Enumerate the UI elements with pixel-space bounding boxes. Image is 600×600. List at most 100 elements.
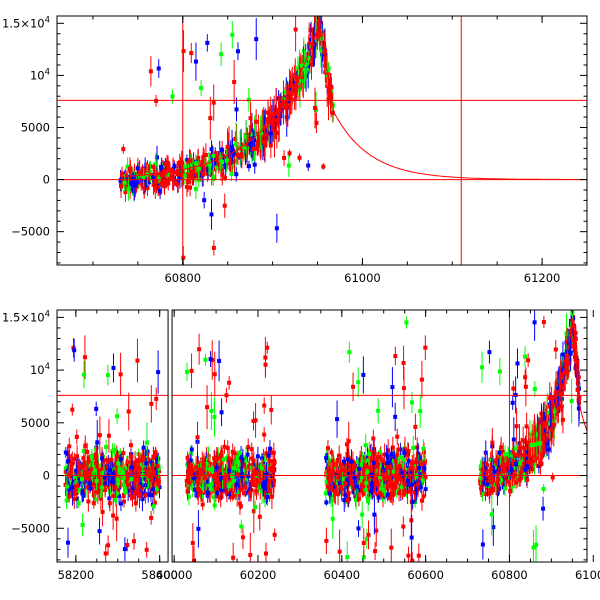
data-point xyxy=(209,147,214,152)
data-point xyxy=(346,491,351,496)
data-point xyxy=(267,113,272,118)
data-point xyxy=(389,480,394,485)
data-point xyxy=(208,490,213,495)
data-point xyxy=(91,465,96,470)
data-point xyxy=(128,169,133,174)
data-point xyxy=(398,447,403,452)
data-point xyxy=(140,170,145,175)
y-tick-label: 5000 xyxy=(21,120,50,134)
data-point xyxy=(317,31,322,36)
data-point xyxy=(244,134,249,139)
data-point xyxy=(206,479,211,484)
data-point xyxy=(231,479,236,484)
data-point xyxy=(240,535,245,540)
data-point xyxy=(362,463,367,468)
data-point xyxy=(362,478,367,483)
data-point xyxy=(77,465,82,470)
data-point xyxy=(239,453,244,458)
data-point xyxy=(408,489,413,494)
data-point xyxy=(410,499,415,504)
data-point xyxy=(91,501,96,506)
data-point xyxy=(80,477,85,482)
data-point xyxy=(75,483,80,488)
data-point xyxy=(323,491,328,496)
data-point xyxy=(339,484,344,489)
data-point xyxy=(367,480,372,485)
data-point xyxy=(153,184,158,189)
data-point xyxy=(114,469,119,474)
data-point xyxy=(144,547,149,552)
data-point xyxy=(125,460,130,465)
data-point xyxy=(222,444,227,449)
data-point xyxy=(421,494,426,499)
data-point xyxy=(77,478,82,483)
data-point xyxy=(321,164,326,169)
data-point xyxy=(328,495,333,500)
data-point xyxy=(88,486,93,491)
data-point xyxy=(200,457,205,462)
data-point xyxy=(208,116,213,121)
data-point xyxy=(233,137,238,142)
data-point xyxy=(170,94,175,99)
data-point xyxy=(480,365,485,370)
data-point xyxy=(417,471,422,476)
data-point xyxy=(213,161,218,166)
data-point xyxy=(111,493,116,498)
data-point xyxy=(92,468,97,473)
data-point xyxy=(186,477,191,482)
data-point xyxy=(130,495,135,500)
data-point xyxy=(219,468,224,473)
data-point xyxy=(401,386,406,391)
data-point xyxy=(283,105,288,110)
data-point xyxy=(135,180,140,185)
top-plot-area xyxy=(57,16,587,265)
data-point xyxy=(414,460,419,465)
data-point xyxy=(406,459,411,464)
data-point xyxy=(393,459,398,464)
data-point xyxy=(341,467,346,472)
data-point xyxy=(245,452,250,457)
data-point xyxy=(208,357,213,362)
data-point xyxy=(253,483,258,488)
data-point xyxy=(76,488,81,493)
data-point xyxy=(225,446,230,451)
data-point xyxy=(420,478,425,483)
data-point xyxy=(385,492,390,497)
data-point xyxy=(327,85,332,90)
data-point xyxy=(246,465,251,470)
data-point xyxy=(384,452,389,457)
data-point xyxy=(222,481,227,486)
data-point xyxy=(122,547,127,552)
data-point xyxy=(230,147,235,152)
data-point xyxy=(128,474,133,479)
data-point xyxy=(118,457,123,462)
data-point xyxy=(396,447,401,452)
data-point xyxy=(84,469,89,474)
data-point xyxy=(188,468,193,473)
data-point xyxy=(381,467,386,472)
data-point xyxy=(213,486,218,491)
data-point xyxy=(271,118,276,123)
data-point xyxy=(374,528,379,533)
data-point xyxy=(236,462,241,467)
data-point xyxy=(395,434,400,439)
data-point xyxy=(121,451,126,456)
data-point xyxy=(143,493,148,498)
data-point xyxy=(226,460,231,465)
data-point xyxy=(343,481,348,486)
data-point xyxy=(212,372,217,377)
data-point xyxy=(275,118,280,123)
data-point xyxy=(196,486,201,491)
data-point xyxy=(123,478,128,483)
data-point xyxy=(66,459,71,464)
data-point xyxy=(121,475,126,480)
data-point xyxy=(354,497,359,502)
data-point xyxy=(345,469,350,474)
data-point xyxy=(395,479,400,484)
data-point xyxy=(126,488,131,493)
data-point xyxy=(372,451,377,456)
data-point xyxy=(156,481,161,486)
data-point xyxy=(70,407,75,412)
data-point xyxy=(235,490,240,495)
data-point xyxy=(230,32,235,37)
